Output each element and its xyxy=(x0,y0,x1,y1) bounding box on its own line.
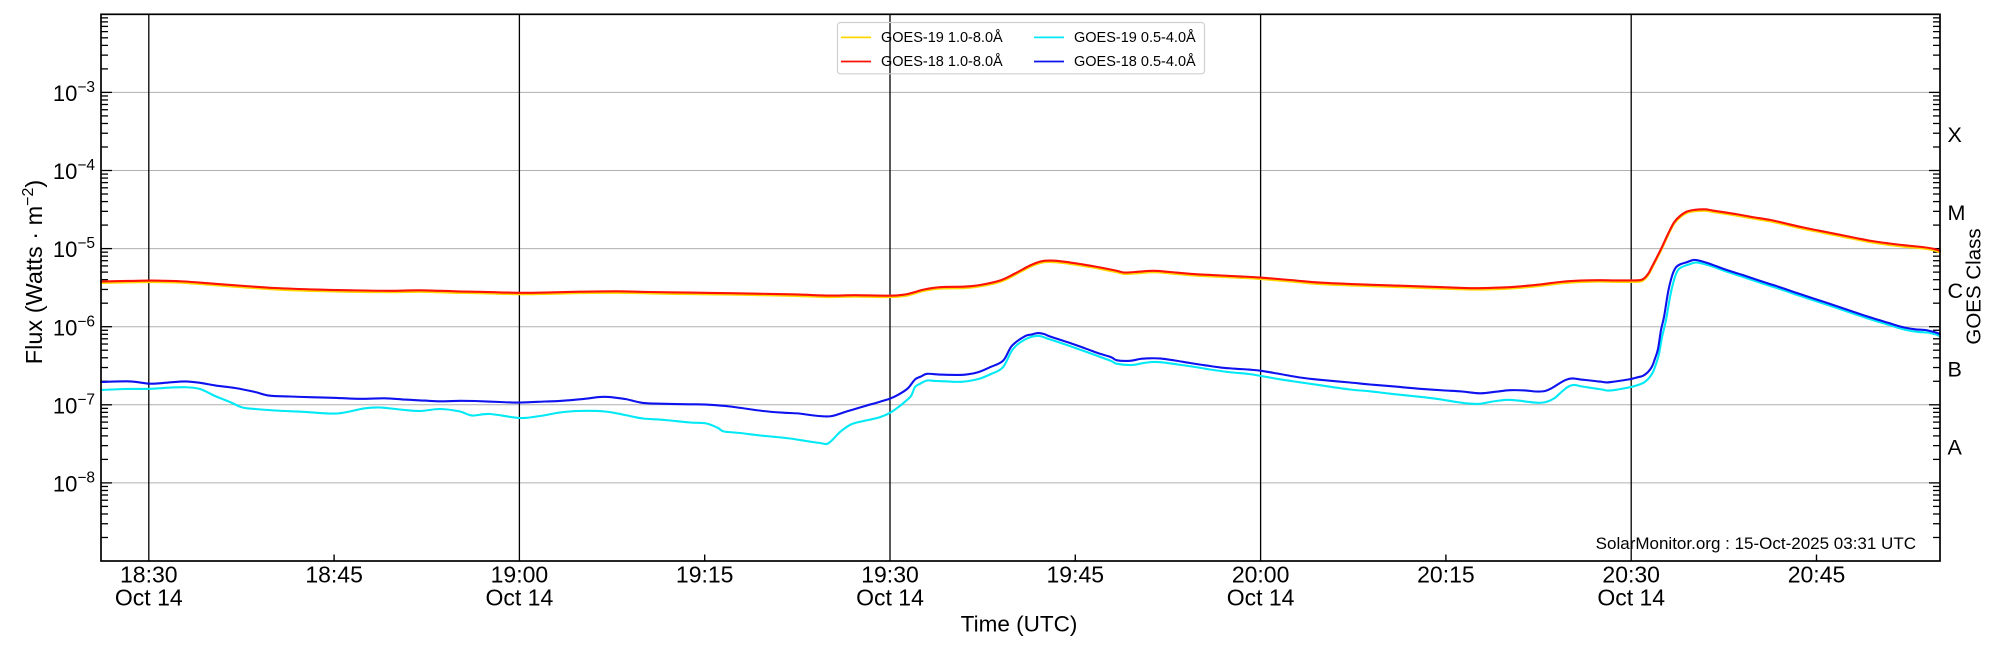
svg-text:19:15: 19:15 xyxy=(676,562,734,588)
svg-text:20:45: 20:45 xyxy=(1788,562,1846,588)
svg-text:20:30: 20:30 xyxy=(1602,562,1660,588)
svg-text:GOES-18 1.0-8.0Å: GOES-18 1.0-8.0Å xyxy=(881,53,1003,70)
svg-text:Oct 14: Oct 14 xyxy=(1227,585,1295,611)
svg-text:Oct 14: Oct 14 xyxy=(1597,585,1665,611)
svg-text:Oct 14: Oct 14 xyxy=(486,585,554,611)
svg-text:GOES-19 1.0-8.0Å: GOES-19 1.0-8.0Å xyxy=(881,29,1003,46)
svg-text:GOES-18 0.5-4.0Å: GOES-18 0.5-4.0Å xyxy=(1074,53,1196,70)
svg-text:Flux (Watts · m−2): Flux (Watts · m−2) xyxy=(20,180,47,364)
svg-text:10−4: 10−4 xyxy=(53,157,96,184)
svg-text:SolarMonitor.org : 15-Oct-2025: SolarMonitor.org : 15-Oct-2025 03:31 UTC xyxy=(1596,534,1916,553)
svg-text:Time (UTC): Time (UTC) xyxy=(961,612,1078,637)
svg-text:18:45: 18:45 xyxy=(305,562,363,588)
svg-text:X: X xyxy=(1948,123,1962,147)
svg-text:19:00: 19:00 xyxy=(491,562,549,588)
svg-text:20:15: 20:15 xyxy=(1417,562,1475,588)
svg-text:20:00: 20:00 xyxy=(1232,562,1290,588)
svg-text:GOES Class: GOES Class xyxy=(1963,228,1986,344)
svg-text:19:45: 19:45 xyxy=(1047,562,1105,588)
svg-text:18:30: 18:30 xyxy=(120,562,178,588)
svg-text:GOES-19 0.5-4.0Å: GOES-19 0.5-4.0Å xyxy=(1074,29,1196,46)
svg-text:B: B xyxy=(1948,357,1962,381)
svg-text:C: C xyxy=(1948,279,1964,303)
svg-text:Oct 14: Oct 14 xyxy=(115,585,183,611)
svg-text:10−6: 10−6 xyxy=(53,313,95,340)
svg-text:M: M xyxy=(1948,201,1966,225)
svg-text:Oct 14: Oct 14 xyxy=(856,585,924,611)
svg-text:19:30: 19:30 xyxy=(861,562,919,588)
svg-text:A: A xyxy=(1948,435,1963,459)
